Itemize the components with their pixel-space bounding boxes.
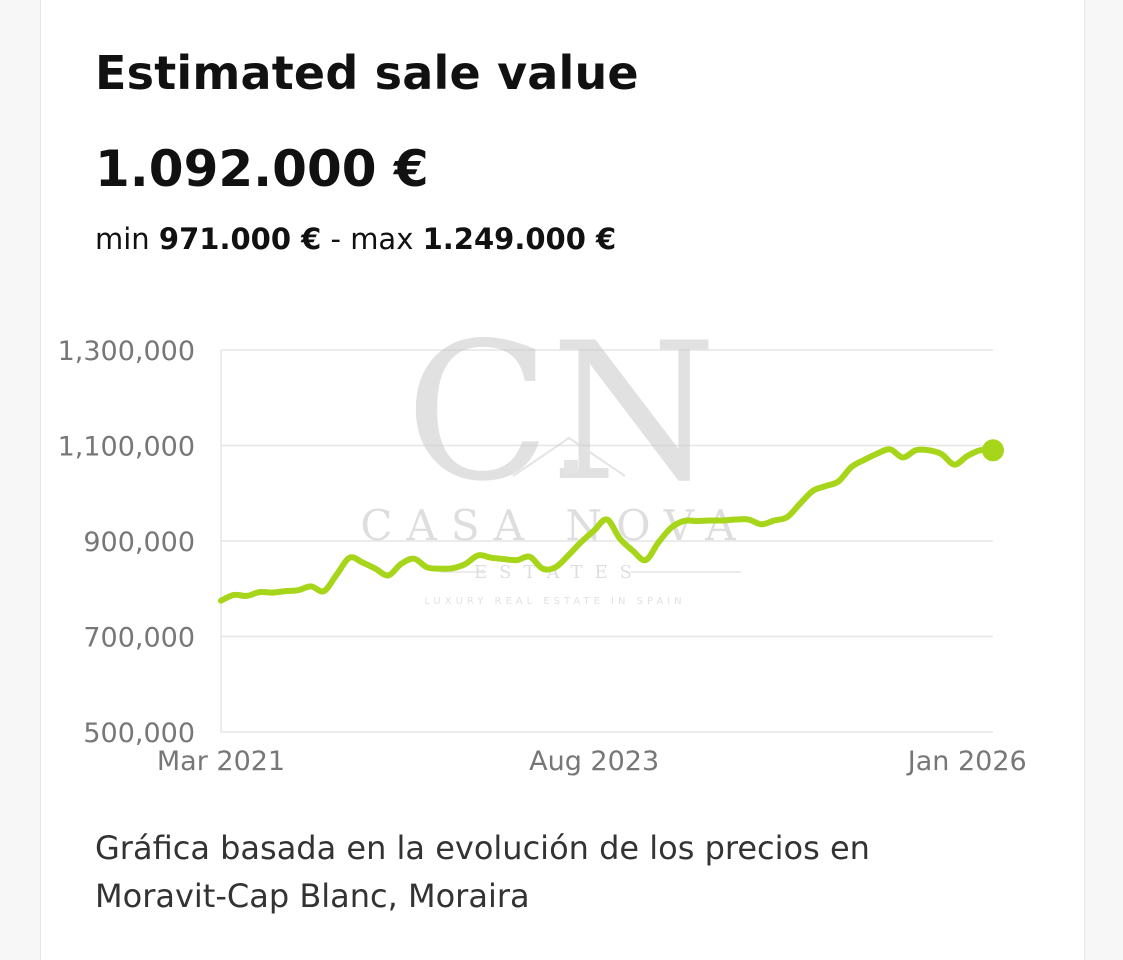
x-tick-label: Aug 2023: [529, 746, 659, 777]
price-chart: CN CASA NOVA ESTATES LUXURY REAL ESTATE …: [58, 302, 1027, 777]
latest-value-marker: [982, 439, 1004, 462]
x-tick-label: Jan 2026: [906, 746, 1027, 777]
watermark-sub: ESTATES: [474, 562, 644, 583]
watermark-tagline: LUXURY REAL ESTATE IN SPAIN: [424, 596, 685, 607]
card-title: Estimated sale value: [95, 46, 639, 100]
y-tick-label: 1,100,000: [58, 432, 195, 463]
price-series-line: [218, 446, 996, 604]
brand-watermark: CN CASA NOVA ESTATES LUXURY REAL ESTATE …: [360, 302, 749, 607]
y-tick-label: 500,000: [83, 718, 195, 749]
y-tick-label: 700,000: [83, 623, 195, 654]
valuation-card: Estimated sale value 1.092.000 € min 971…: [40, 0, 1085, 960]
max-value: 1.249.000 €: [422, 222, 617, 256]
min-label: min: [95, 222, 150, 256]
chart-caption: Gráfica basada en la evolución de los pr…: [95, 829, 870, 915]
min-value: 971.000 €: [158, 222, 322, 256]
estimated-value: 1.092.000 €: [95, 140, 429, 198]
value-range: min 971.000 € - max 1.249.000 €: [95, 222, 616, 256]
house-roof-icon: [512, 436, 626, 477]
watermark-monogram: CN: [405, 302, 717, 523]
house-window-icon: [564, 460, 578, 474]
range-separator: -: [330, 222, 341, 256]
max-label: max: [350, 222, 414, 256]
y-tick-label: 900,000: [83, 527, 195, 558]
y-tick-label: 1,300,000: [58, 336, 195, 367]
x-tick-label: Mar 2021: [157, 746, 285, 777]
watermark-brand: CASA NOVA: [360, 501, 749, 550]
